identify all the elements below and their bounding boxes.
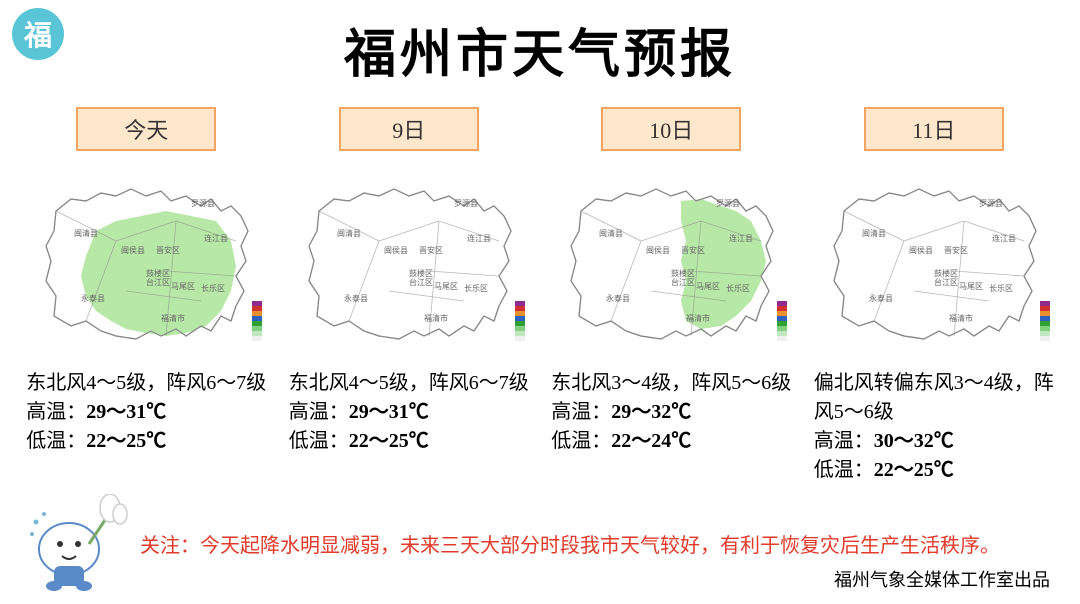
svg-text:台江区: 台江区	[409, 277, 433, 287]
logo-badge: 福	[12, 8, 64, 60]
svg-text:闽侯县: 闽侯县	[384, 246, 408, 255]
credit-text: 福州气象全媒体工作室出品	[834, 566, 1050, 592]
low-temp: 低温：22～24℃	[551, 427, 791, 456]
svg-text:罗源县: 罗源县	[191, 199, 215, 208]
svg-text:闽清县: 闽清县	[74, 228, 98, 238]
low-temp: 低温：22～25℃	[26, 427, 266, 456]
svg-text:罗源县: 罗源县	[454, 199, 478, 208]
high-temp: 高温：30～32℃	[814, 427, 1054, 456]
svg-text:鼓楼区: 鼓楼区	[409, 268, 433, 278]
notice-text: 关注：今天起降水明显减弱，未来三天大部分时段我市天气较好，有利于恢复灾后生产生活…	[140, 529, 1040, 558]
svg-text:晋安区: 晋安区	[944, 245, 968, 255]
svg-text:晋安区: 晋安区	[156, 245, 180, 255]
svg-text:闽清县: 闽清县	[337, 228, 361, 238]
day-tab: 今天	[76, 107, 216, 151]
svg-text:福清市: 福清市	[949, 313, 973, 323]
svg-text:台江区: 台江区	[146, 277, 170, 287]
wind-text: 偏北风转偏东风3～4级，阵风5～6级	[814, 369, 1054, 427]
svg-text:鼓楼区: 鼓楼区	[671, 268, 695, 278]
svg-text:连江县: 连江县	[467, 233, 491, 243]
svg-text:永泰县: 永泰县	[606, 293, 630, 303]
forecast-detail: 偏北风转偏东风3～4级，阵风5～6级 高温：30～32℃ 低温：22～25℃	[814, 369, 1054, 485]
low-temp: 低温：22～25℃	[814, 456, 1054, 485]
low-temp: 低温：22～25℃	[289, 427, 529, 456]
day-tab: 9日	[339, 107, 479, 151]
forecast-map: 罗源县 闽清县 闽侯县 晋安区 连江县 鼓楼区 台江区 马尾区 长乐区 永泰县 …	[551, 161, 791, 361]
forecast-detail: 东北风4～5级，阵风6～7级 高温：29～31℃ 低温：22～25℃	[26, 369, 266, 456]
high-temp: 高温：29～31℃	[26, 398, 266, 427]
forecast-detail: 东北风3～4级，阵风5～6级 高温：29～32℃ 低温：22～24℃	[551, 369, 791, 456]
svg-text:连江县: 连江县	[992, 233, 1016, 243]
svg-text:闽侯县: 闽侯县	[909, 246, 933, 255]
forecast-column: 今天 罗源县 闽清县 闽侯县 晋安区 连江县 鼓楼区 台江区 马尾区 长乐区 永…	[20, 107, 273, 485]
svg-text:闽清县: 闽清县	[599, 228, 623, 238]
logo-text: 福	[24, 14, 52, 54]
forecast-grid: 今天 罗源县 闽清县 闽侯县 晋安区 连江县 鼓楼区 台江区 马尾区 长乐区 永…	[0, 87, 1080, 485]
svg-text:马尾区: 马尾区	[171, 282, 195, 291]
svg-text:永泰县: 永泰县	[81, 293, 105, 303]
svg-text:鼓楼区: 鼓楼区	[146, 268, 170, 278]
mascot-icon	[14, 494, 134, 594]
svg-text:马尾区: 马尾区	[959, 282, 983, 291]
svg-text:晋安区: 晋安区	[681, 245, 705, 255]
svg-text:福清市: 福清市	[424, 313, 448, 323]
svg-text:永泰县: 永泰县	[344, 293, 368, 303]
high-temp: 高温：29～32℃	[551, 398, 791, 427]
svg-text:福清市: 福清市	[686, 313, 710, 323]
svg-text:连江县: 连江县	[729, 233, 753, 243]
wind-text: 东北风4～5级，阵风6～7级	[289, 369, 529, 398]
high-temp: 高温：29～31℃	[289, 398, 529, 427]
forecast-map: 罗源县 闽清县 闽侯县 晋安区 连江县 鼓楼区 台江区 马尾区 长乐区 永泰县 …	[814, 161, 1054, 361]
wind-text: 东北风4～5级，阵风6～7级	[26, 369, 266, 398]
svg-text:鼓楼区: 鼓楼区	[934, 268, 958, 278]
svg-text:台江区: 台江区	[671, 277, 695, 287]
forecast-map: 罗源县 闽清县 闽侯县 晋安区 连江县 鼓楼区 台江区 马尾区 长乐区 永泰县 …	[289, 161, 529, 361]
svg-text:长乐区: 长乐区	[464, 283, 488, 293]
svg-text:连江县: 连江县	[204, 233, 228, 243]
svg-text:马尾区: 马尾区	[434, 282, 458, 291]
wind-text: 东北风3～4级，阵风5～6级	[551, 369, 791, 398]
svg-text:闽侯县: 闽侯县	[646, 246, 670, 255]
day-tab: 10日	[601, 107, 741, 151]
forecast-detail: 东北风4～5级，阵风6～7级 高温：29～31℃ 低温：22～25℃	[289, 369, 529, 456]
svg-text:长乐区: 长乐区	[201, 283, 225, 293]
forecast-column: 9日 罗源县 闽清县 闽侯县 晋安区 连江县 鼓楼区 台江区 马尾区 长乐区 永…	[283, 107, 536, 485]
svg-text:台江区: 台江区	[934, 277, 958, 287]
svg-text:闽清县: 闽清县	[862, 228, 886, 238]
svg-text:长乐区: 长乐区	[989, 283, 1013, 293]
forecast-column: 10日 罗源县 闽清县 闽侯县 晋安区 连江县 鼓楼区 台江区 马尾区 长乐区 …	[545, 107, 798, 485]
day-tab: 11日	[864, 107, 1004, 151]
svg-text:马尾区: 马尾区	[696, 282, 720, 291]
svg-text:福清市: 福清市	[161, 313, 185, 323]
svg-text:罗源县: 罗源县	[716, 199, 740, 208]
page-title: 福州市天气预报	[0, 0, 1080, 87]
svg-text:永泰县: 永泰县	[869, 293, 893, 303]
svg-text:罗源县: 罗源县	[979, 199, 1003, 208]
svg-text:闽侯县: 闽侯县	[121, 246, 145, 255]
forecast-column: 11日 罗源县 闽清县 闽侯县 晋安区 连江县 鼓楼区 台江区 马尾区 长乐区 …	[808, 107, 1061, 485]
forecast-map: 罗源县 闽清县 闽侯县 晋安区 连江县 鼓楼区 台江区 马尾区 长乐区 永泰县 …	[26, 161, 266, 361]
svg-text:晋安区: 晋安区	[419, 245, 443, 255]
svg-text:长乐区: 长乐区	[726, 283, 750, 293]
